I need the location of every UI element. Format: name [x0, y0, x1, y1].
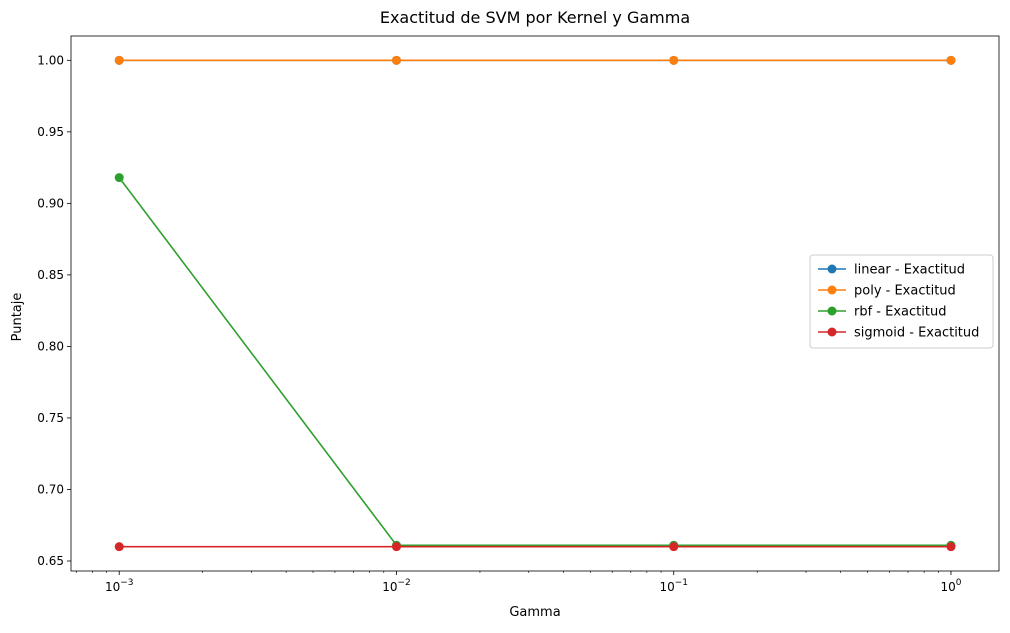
- y-tick-label: 0.75: [37, 411, 64, 425]
- legend-item: sigmoid - Exactitud: [818, 326, 979, 341]
- legend-label: sigmoid - Exactitud: [854, 326, 979, 341]
- x-tick-label: 10−1: [659, 578, 688, 594]
- y-axis-label: Puntaje: [10, 293, 25, 342]
- legend-label: linear - Exactitud: [854, 263, 965, 278]
- y-tick-label: 0.80: [37, 339, 64, 353]
- legend-item: rbf - Exactitud: [818, 305, 946, 320]
- legend-label: rbf - Exactitud: [854, 305, 946, 320]
- x-axis-label: Gamma: [509, 605, 560, 620]
- legend-marker: [827, 264, 837, 274]
- x-tick-label: 10−2: [382, 578, 411, 594]
- x-minor-ticks: [75, 571, 939, 573]
- legend-item: linear - Exactitud: [818, 263, 965, 278]
- data-point: [114, 55, 124, 65]
- y-tick-label: 1.00: [37, 53, 64, 67]
- data-point: [114, 542, 124, 552]
- plot-area: [70, 35, 1000, 572]
- y-tick-label: 0.90: [37, 196, 64, 210]
- legend-box: [809, 254, 994, 349]
- y-tick-label: 0.95: [37, 125, 64, 139]
- series-sigmoid: [114, 542, 956, 552]
- legend: linear - Exactitud poly - Exactitud rbf - …: [809, 254, 994, 349]
- x-tick-label: 10−3: [105, 578, 134, 594]
- x-axis: 10−3 10−2 10−1 100: [105, 571, 962, 594]
- series-poly: [114, 55, 956, 65]
- data-point: [669, 542, 679, 552]
- y-tick-label: 0.85: [37, 268, 64, 282]
- plot-frame: [70, 35, 1000, 572]
- data-point: [946, 55, 956, 65]
- legend-item: poly - Exactitud: [818, 284, 956, 299]
- x-tick-label: 100: [940, 578, 961, 594]
- chart-title: Exactitud de SVM por Kernel y Gamma: [380, 8, 690, 27]
- series-line: [118, 177, 951, 547]
- data-point: [391, 55, 401, 65]
- data-point: [114, 173, 124, 183]
- legend-label: poly - Exactitud: [854, 284, 956, 299]
- y-tick-label: 0.65: [37, 554, 64, 568]
- data-point: [391, 542, 401, 552]
- y-axis: 0.65 0.70 0.75 0.80 0.85 0.90 0.95 1.00: [37, 53, 71, 568]
- data-point: [946, 542, 956, 552]
- y-tick-label: 0.70: [37, 482, 64, 496]
- data-point: [669, 55, 679, 65]
- series-layer: [114, 55, 956, 552]
- legend-marker: [827, 306, 837, 316]
- legend-marker: [827, 327, 837, 337]
- legend-marker: [827, 285, 837, 295]
